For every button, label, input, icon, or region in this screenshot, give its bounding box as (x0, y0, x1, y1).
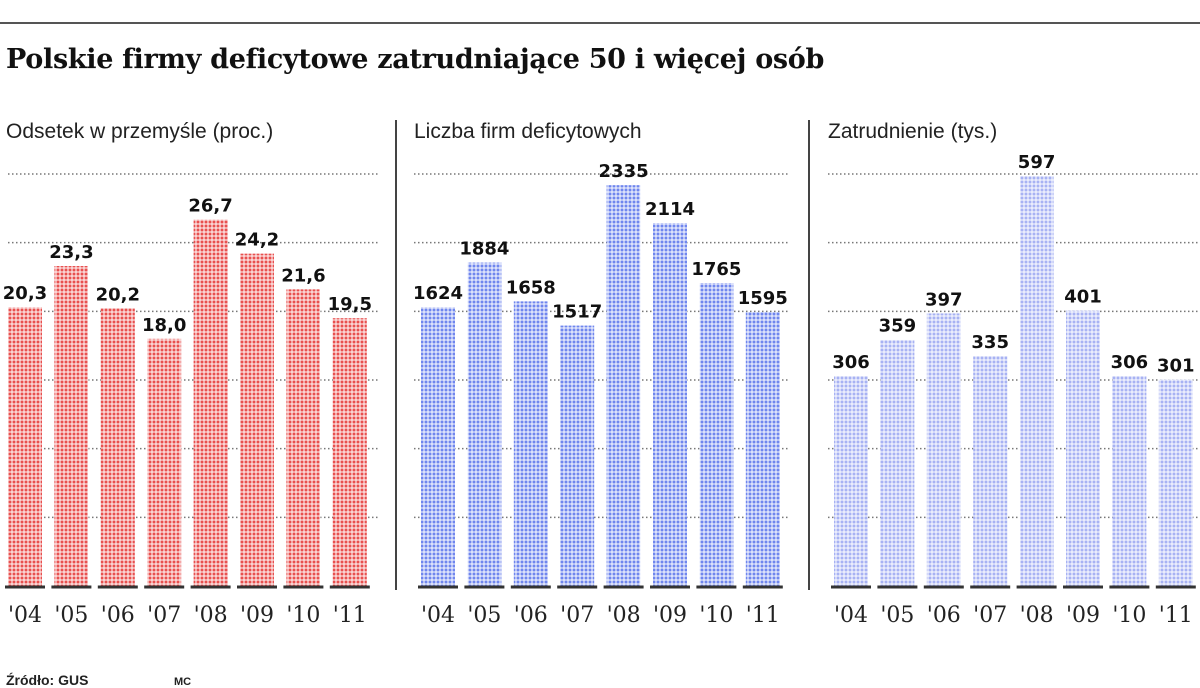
bar-liczba-5 (653, 223, 687, 586)
source-note: Źródło: GUS (6, 672, 89, 688)
tick-label-zatrudnienie-5: '09 (1066, 603, 1100, 628)
bar-liczba-0 (421, 307, 455, 586)
tick-label-zatrudnienie-1: '05 (880, 603, 914, 628)
tick-label-odsetek-0: '04 (8, 603, 42, 628)
tick-label-odsetek-7: '11 (333, 603, 367, 628)
value-label-liczba-3: 1517 (552, 302, 602, 323)
bar-odsetek-1 (54, 266, 89, 586)
panel-divider-1 (395, 120, 397, 590)
bar-liczba-3 (560, 325, 595, 586)
panel-title-zatrudnienie: Zatrudnienie (tys.) (828, 120, 998, 143)
bar-odsetek-0 (8, 307, 42, 586)
tick-label-zatrudnienie-7: '11 (1159, 603, 1193, 628)
tick-label-liczba-7: '11 (746, 603, 780, 628)
value-label-odsetek-7: 19,5 (328, 294, 372, 315)
value-label-liczba-7: 1595 (738, 288, 788, 309)
bar-zatrudnienie-4 (1019, 176, 1054, 586)
value-label-liczba-5: 2114 (645, 199, 695, 220)
tick-label-zatrudnienie-2: '06 (927, 603, 961, 628)
value-label-liczba-0: 1624 (413, 283, 463, 304)
bar-zatrudnienie-3 (973, 355, 1008, 586)
value-label-zatrudnienie-5: 401 (1064, 287, 1102, 308)
value-label-liczba-6: 1765 (691, 259, 741, 280)
value-label-odsetek-4: 26,7 (188, 195, 232, 216)
bar-zatrudnienie-0 (834, 375, 868, 586)
value-label-zatrudnienie-3: 335 (971, 332, 1009, 353)
tick-label-zatrudnienie-3: '07 (973, 603, 1007, 628)
bar-liczba-2 (513, 301, 548, 586)
value-label-odsetek-0: 20,3 (3, 283, 47, 304)
value-label-liczba-2: 1658 (506, 277, 556, 298)
value-label-liczba-4: 2335 (599, 161, 649, 182)
value-label-odsetek-1: 23,3 (49, 242, 93, 263)
value-label-zatrudnienie-1: 359 (879, 315, 917, 336)
value-label-zatrudnienie-4: 597 (1018, 152, 1056, 173)
tick-label-odsetek-3: '07 (147, 603, 181, 628)
panel-title-liczba: Liczba firm deficytowych (414, 120, 642, 143)
value-label-odsetek-5: 24,2 (235, 230, 279, 251)
tick-label-odsetek-6: '10 (286, 603, 320, 628)
bar-zatrudnienie-1 (880, 339, 915, 586)
value-label-zatrudnienie-2: 397 (925, 289, 963, 310)
tick-label-liczba-4: '08 (607, 603, 641, 628)
tick-label-zatrudnienie-6: '10 (1112, 603, 1146, 628)
tick-label-liczba-2: '06 (514, 603, 548, 628)
value-label-zatrudnienie-6: 306 (1111, 352, 1149, 373)
top-rule (0, 22, 1200, 24)
value-label-liczba-1: 1884 (459, 239, 509, 260)
value-label-zatrudnienie-7: 301 (1157, 355, 1195, 376)
panel-title-odsetek: Odsetek w przemyśle (proc.) (6, 120, 274, 143)
bar-odsetek-6 (286, 289, 321, 586)
value-label-odsetek-2: 20,2 (96, 285, 140, 306)
bar-liczba-1 (467, 262, 502, 586)
tick-label-odsetek-1: '05 (54, 603, 88, 628)
value-label-odsetek-3: 18,0 (142, 315, 186, 336)
tick-label-liczba-1: '05 (467, 603, 501, 628)
bar-liczba-7 (745, 312, 780, 586)
tick-label-odsetek-4: '08 (194, 603, 228, 628)
bar-zatrudnienie-5 (1066, 310, 1100, 586)
bar-zatrudnienie-2 (926, 313, 961, 586)
tick-label-liczba-0: '04 (421, 603, 455, 628)
bar-liczba-6 (699, 283, 734, 586)
tick-label-odsetek-5: '09 (240, 603, 274, 628)
bar-liczba-4 (606, 185, 641, 587)
tick-label-zatrudnienie-4: '08 (1020, 603, 1054, 628)
bar-odsetek-5 (240, 253, 274, 587)
bar-zatrudnienie-6 (1112, 375, 1147, 586)
bar-zatrudnienie-7 (1158, 379, 1193, 586)
tick-label-zatrudnienie-0: '04 (834, 603, 868, 628)
tick-label-odsetek-2: '06 (101, 603, 135, 628)
panel-divider-2 (808, 120, 810, 590)
tick-label-liczba-3: '07 (560, 603, 594, 628)
bar-odsetek-4 (193, 219, 228, 586)
tick-label-liczba-6: '10 (699, 603, 733, 628)
value-label-odsetek-6: 21,6 (281, 265, 325, 286)
bar-odsetek-7 (332, 318, 367, 586)
chart-title: Polskie firmy deficytowe zatrudniające 5… (6, 44, 825, 75)
value-label-zatrudnienie-0: 306 (832, 352, 870, 373)
bar-odsetek-3 (147, 338, 182, 586)
bar-odsetek-2 (100, 308, 135, 586)
author-initials: MC (174, 676, 192, 688)
tick-label-liczba-5: '09 (653, 603, 687, 628)
